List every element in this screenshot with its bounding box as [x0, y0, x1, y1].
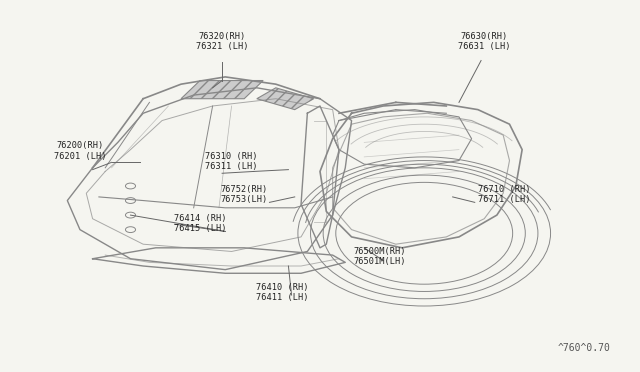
Text: 76630(RH)
76631 (LH): 76630(RH) 76631 (LH) [458, 32, 511, 51]
Text: 76410 (RH)
76411 (LH): 76410 (RH) 76411 (LH) [256, 283, 308, 302]
Text: 76200(RH)
76201 (LH): 76200(RH) 76201 (LH) [54, 141, 106, 161]
Polygon shape [257, 88, 314, 110]
Text: 76320(RH)
76321 (LH): 76320(RH) 76321 (LH) [196, 32, 248, 51]
Text: 76310 (RH)
76311 (LH): 76310 (RH) 76311 (LH) [205, 152, 258, 171]
Text: 76500M(RH)
76501M(LH): 76500M(RH) 76501M(LH) [354, 247, 406, 266]
Text: 76710 (RH)
76711 (LH): 76710 (RH) 76711 (LH) [478, 185, 531, 204]
Text: ^760^0.70: ^760^0.70 [557, 343, 611, 353]
Text: 76414 (RH)
76415 (LH): 76414 (RH) 76415 (LH) [173, 214, 226, 233]
Text: 76752(RH)
76753(LH): 76752(RH) 76753(LH) [221, 185, 268, 204]
Polygon shape [181, 80, 263, 99]
